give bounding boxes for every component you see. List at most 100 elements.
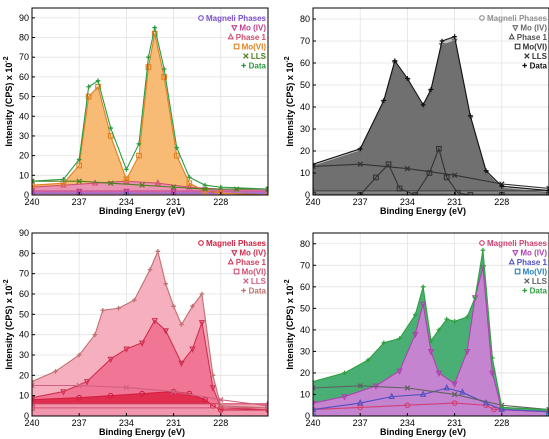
- plot-frame: [312, 232, 549, 417]
- y-tick-label: 50: [19, 309, 29, 319]
- y-tick-label: 30: [19, 350, 29, 360]
- data-point-mo-iv-: [162, 328, 169, 335]
- data-point-mo-vi-: [151, 30, 158, 37]
- data-point-mo-vi-: [443, 174, 450, 181]
- data-point-lls: [202, 186, 208, 192]
- y-tick-label: 50: [300, 303, 310, 313]
- series-line-mo-iv-: [313, 267, 549, 413]
- x-tick-label: 234: [119, 418, 134, 428]
- data-point-data: [86, 84, 91, 90]
- data-point-lls: [404, 385, 411, 391]
- data-point-data: [381, 98, 387, 103]
- series-line-lls: [32, 384, 268, 407]
- legend-marker: [479, 240, 485, 246]
- data-point-data: [152, 25, 158, 30]
- data-point-data: [199, 291, 205, 297]
- legend-label: Data: [530, 62, 548, 71]
- data-point-data: [480, 247, 486, 253]
- series-line-lls: [313, 163, 549, 189]
- x-tick-label: 228: [213, 418, 228, 428]
- area-fill-mo-iv-: [313, 41, 549, 195]
- x-tick-label: 240: [305, 418, 320, 428]
- data-point-mo-vi-: [173, 152, 180, 159]
- legend-label: Mo(VI): [242, 268, 267, 277]
- data-point-data: [163, 281, 169, 287]
- y-tick-label: 70: [300, 260, 310, 270]
- data-point-mo-vi-: [76, 162, 83, 169]
- data-point-mo-vi-: [373, 174, 379, 181]
- data-point-data: [32, 379, 35, 384]
- data-point-mo-vi-: [85, 93, 92, 100]
- data-point-mo-iv-: [123, 188, 130, 195]
- data-point-data: [472, 295, 478, 300]
- legend-marker: [508, 32, 515, 40]
- data-point-mo-vi-: [217, 190, 224, 195]
- data-point-lls: [451, 172, 458, 178]
- data-point-mo-iv-: [189, 346, 196, 353]
- data-point-lls: [139, 182, 145, 188]
- legend-label: Mo (IV): [239, 249, 266, 258]
- y-axis-label-exponent: -2: [3, 279, 10, 285]
- legend-label: LLS: [251, 52, 267, 61]
- data-point-mo-iv-: [32, 188, 36, 195]
- y-tick-label: 60: [300, 58, 310, 68]
- data-point-mo-iv-: [412, 331, 419, 339]
- series-line-phase-1: [313, 387, 549, 413]
- series-lines: [313, 247, 549, 416]
- data-point-lls: [357, 161, 363, 167]
- legend-label: Mo (IV): [520, 24, 547, 33]
- data-point-mo-vi-: [136, 152, 142, 159]
- data-point-mo-iv-: [32, 395, 36, 402]
- data-point-data: [397, 336, 402, 341]
- data-point-mo-iv-: [198, 320, 206, 327]
- data-point-mo-iv-: [341, 394, 348, 401]
- data-point-lls: [32, 178, 35, 184]
- y-axis-label: Intensity (CPS) x 10-2: [284, 279, 295, 369]
- y-axis-label: Intensity (CPS) x 10-2: [284, 56, 295, 146]
- data-point-mo-iv-: [178, 360, 185, 368]
- legend-label: Magneli Phases: [206, 14, 267, 23]
- data-point-data: [499, 183, 505, 189]
- data-point-lls: [546, 406, 549, 413]
- data-point-lls: [404, 165, 411, 172]
- y-tick-label: 0: [24, 190, 29, 200]
- y-axis-label-exponent: -2: [284, 56, 291, 62]
- legend-marker: [514, 43, 521, 50]
- data-point-data: [179, 322, 184, 327]
- data-point-phase-1: [32, 399, 36, 407]
- y-tick-label: 60: [300, 282, 310, 292]
- legend-label: Phase 1: [236, 33, 267, 42]
- legend-marker: [243, 53, 249, 59]
- data-point-magneli-phases: [451, 400, 458, 406]
- data-point-data: [490, 355, 495, 361]
- y-tick-label: 40: [300, 102, 310, 112]
- x-tick-label: 237: [72, 418, 87, 428]
- data-point-lls: [451, 391, 458, 398]
- y-tick-label: 40: [19, 330, 29, 340]
- data-point-phase-1: [32, 183, 36, 190]
- legend-label: Phase 1: [236, 258, 267, 267]
- legend-marker: [512, 25, 519, 32]
- x-tick-label: 237: [353, 418, 368, 428]
- data-point-mo-iv-: [489, 370, 496, 377]
- data-point-mo-iv-: [451, 381, 458, 388]
- x-tick-label: 228: [494, 197, 509, 207]
- data-point-data: [136, 141, 142, 147]
- series-line-data: [32, 27, 268, 190]
- x-tick-label: 234: [119, 197, 134, 207]
- data-point-data: [546, 407, 549, 412]
- x-tick-label: 231: [447, 418, 462, 428]
- legend-marker: [508, 257, 515, 265]
- data-point-phase-1: [313, 405, 317, 412]
- series-line-lls: [313, 385, 549, 411]
- data-point-data: [439, 38, 445, 44]
- data-point-data: [108, 125, 113, 131]
- legend-marker: [233, 268, 240, 275]
- legend-label: Mo (IV): [520, 249, 547, 258]
- data-point-data: [92, 332, 98, 337]
- legend-marker: [514, 268, 521, 275]
- y-tick-label: 80: [19, 33, 29, 43]
- data-point-phase-1: [498, 405, 505, 412]
- legend-label: Magneli Phases: [206, 239, 267, 248]
- data-point-data: [53, 368, 58, 374]
